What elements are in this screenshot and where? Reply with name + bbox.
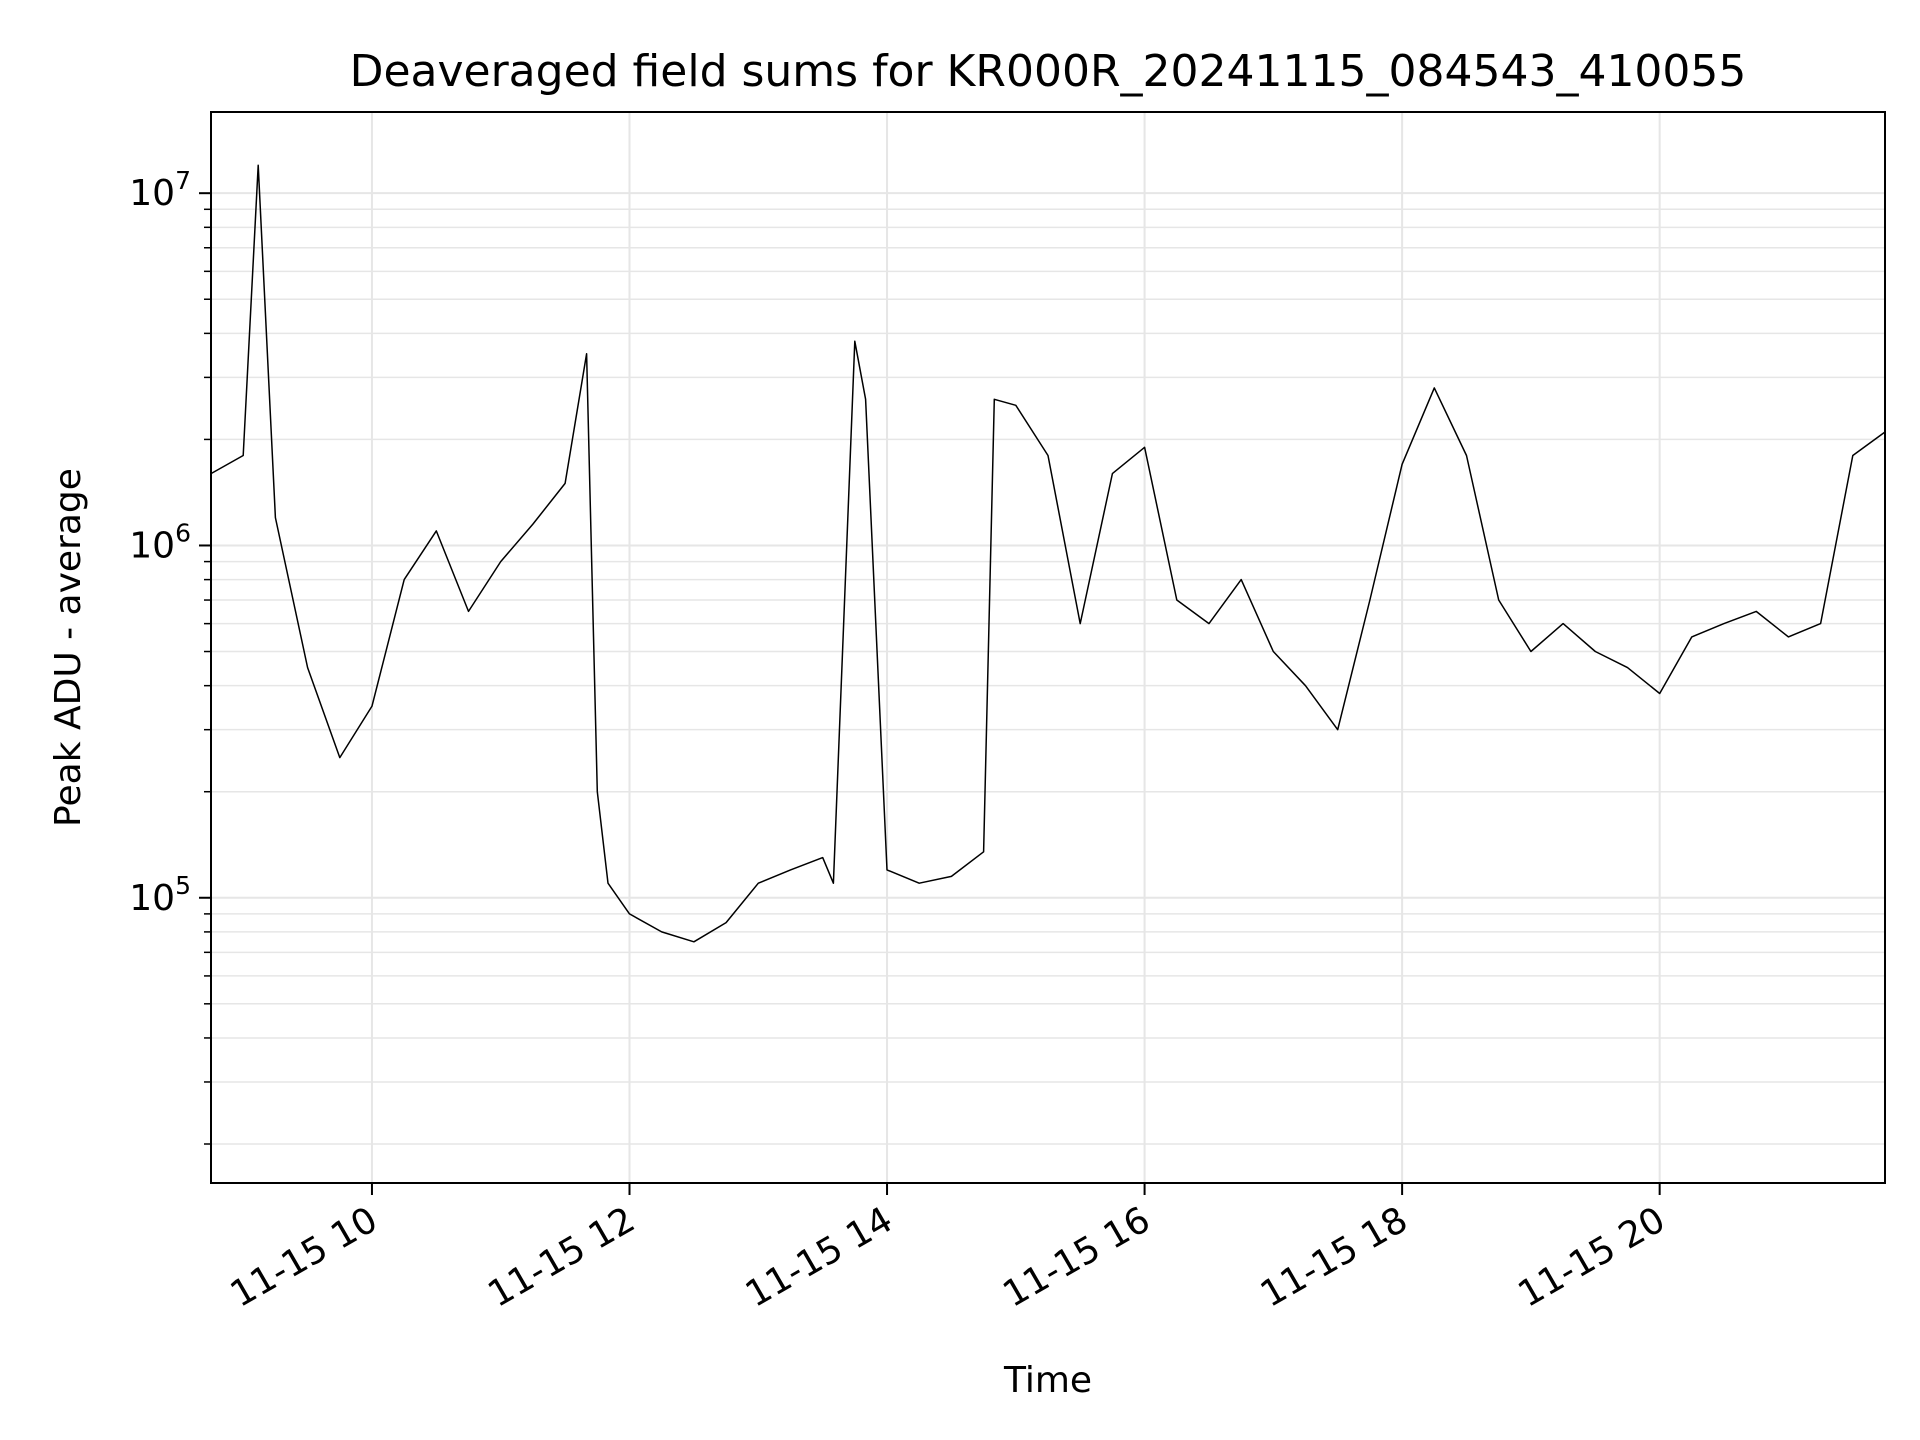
series-line (210, 164, 1886, 943)
y-axis-label: Peak ADU - average (48, 468, 89, 827)
line-layer (210, 164, 1886, 943)
grid-layer (211, 112, 1885, 1183)
x-tick-label: 11-15 10 (224, 1199, 385, 1315)
chart-title: Deaveraged field sums for KR000R_2024111… (350, 46, 1747, 97)
y-tick-label: 107 (129, 166, 191, 214)
x-tick-label: 11-15 16 (996, 1199, 1157, 1315)
y-tick-label: 105 (129, 871, 191, 919)
y-tick-label: 106 (129, 518, 191, 566)
x-tick-label: 11-15 18 (1254, 1199, 1415, 1315)
x-axis-label: Time (1003, 1360, 1092, 1401)
plot-frame (210, 111, 1886, 1184)
x-tick-label: 11-15 20 (1511, 1199, 1672, 1315)
x-tick-label: 11-15 14 (739, 1199, 900, 1315)
x-tick-label: 11-15 12 (481, 1199, 642, 1315)
